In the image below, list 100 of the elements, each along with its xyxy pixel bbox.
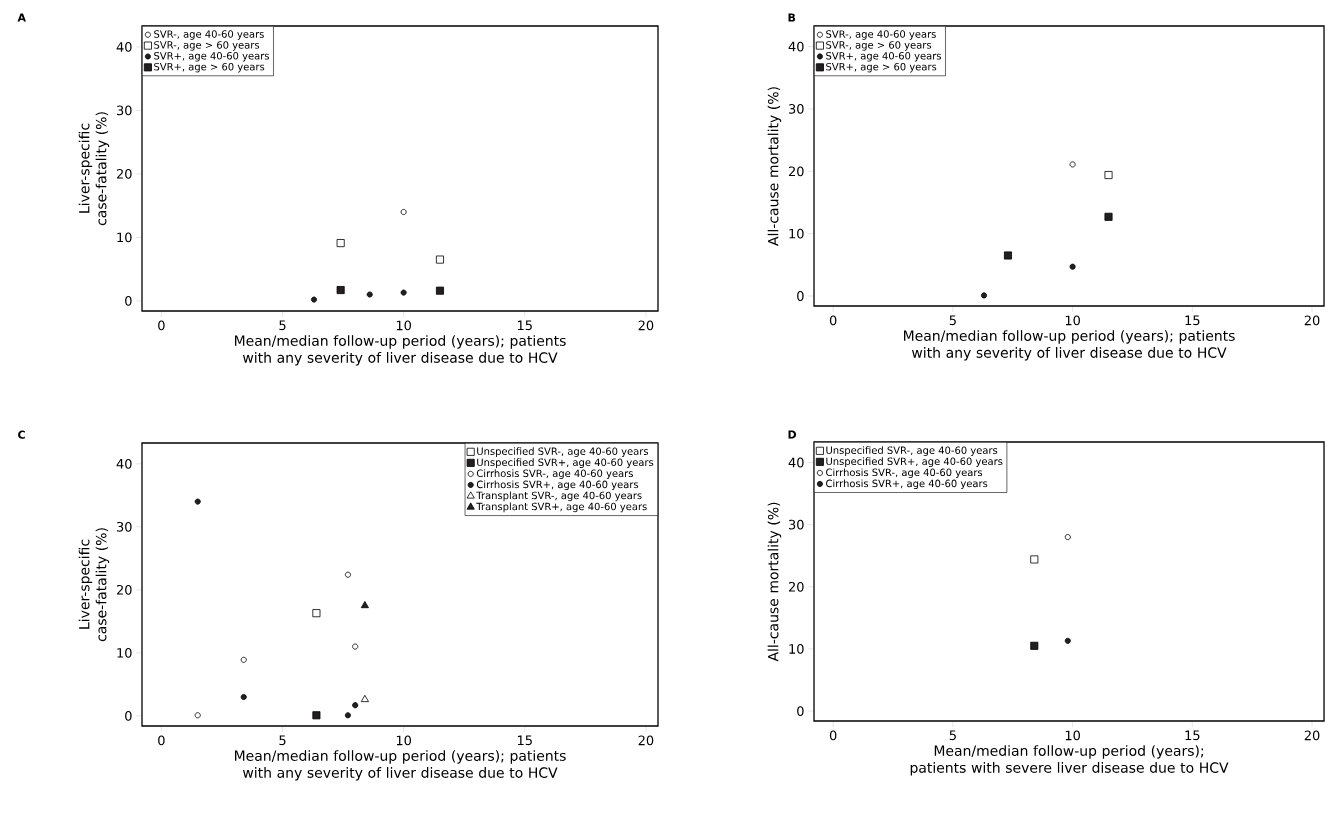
legend-label: Unspecified SVR-, age 40-60 years	[477, 447, 649, 457]
legend-label: SVR-, age 40-60 years	[826, 30, 936, 40]
point	[366, 291, 373, 298]
x-tick-label: 0	[158, 320, 165, 331]
x-tick-label: 15	[517, 735, 532, 746]
point	[352, 702, 359, 709]
legend-label: SVR+, age > 60 years	[826, 62, 937, 73]
x-tick-label: 20	[1304, 730, 1320, 741]
y-tick-label: 0	[125, 711, 132, 721]
point	[194, 712, 201, 719]
point	[435, 255, 444, 264]
y-tick-label: 40	[116, 458, 132, 469]
point	[312, 711, 321, 720]
legend-label: Transplant SVR-, age 40-60 years	[476, 491, 642, 502]
legend-label: Unspecified SVR-, age 40-60 years	[826, 446, 998, 456]
x-tick-label: 15	[1185, 730, 1200, 741]
text: D	[788, 430, 797, 439]
x-tick-label: 20	[638, 320, 654, 331]
point	[1030, 555, 1039, 564]
point	[311, 296, 317, 303]
legend-label: Cirrhosis SVR+, age 40-60 years	[476, 480, 639, 491]
legend-label: Unspecified SVR+, age 40-60 years	[477, 458, 654, 468]
x-tick-label: 5	[279, 735, 286, 746]
point	[336, 286, 345, 295]
x-tick-label: 10	[396, 735, 412, 746]
x-axis-title: Mean/median follow-up period (years); patients with any severity of liver disease due to HCV	[235, 335, 566, 366]
legend-label: Cirrhosis SVR+, age 40-60 years	[826, 479, 988, 490]
x-tick-label: 20	[638, 735, 654, 746]
y-tick-label: 10	[789, 228, 804, 239]
x-axis-title: Mean/median follow-up period (years); patients with any severity of liver disease due to HCV	[235, 750, 566, 781]
x-tick-label: 5	[279, 320, 286, 331]
x-tick-label: 20	[1304, 315, 1320, 326]
y-tick-label: 0	[797, 291, 804, 301]
point	[1030, 641, 1039, 650]
point	[360, 601, 369, 609]
x-tick-label: 15	[517, 320, 532, 331]
legend-label: SVR+, age 40-60 years	[826, 52, 942, 62]
y-tick-label: 10	[117, 647, 132, 658]
y-tick-label: 30	[116, 105, 132, 116]
y-tick-label: 20	[116, 584, 132, 595]
y-tick-label: 20	[116, 168, 132, 179]
x-tick-label: 10	[1065, 730, 1080, 741]
point	[981, 292, 988, 299]
y-tick-label: 30	[788, 104, 804, 114]
point	[240, 694, 247, 701]
legend-label: SVR-, age > 60 years	[154, 41, 260, 51]
text: A	[17, 13, 26, 22]
text: B	[788, 13, 796, 22]
x-axis-title: Mean/median follow-up period (years); patients with any severity of liver disease due to HCV	[904, 330, 1235, 361]
x-tick-label: 10	[396, 320, 412, 331]
x-tick-label: 5	[949, 730, 956, 741]
y-tick-label: 40	[788, 41, 804, 52]
legend-label: SVR-, age 40-60 years	[154, 30, 264, 40]
y-axis-title: All-cause mortality (%)	[767, 502, 782, 662]
point	[1069, 263, 1076, 270]
legend-label: Cirrhosis SVR-, age 40-60 years	[826, 468, 983, 479]
legend-label: Unspecified SVR+, age 40-60 years	[826, 457, 1003, 467]
y-tick-label: 30	[116, 521, 132, 532]
y-tick-label: 10	[117, 232, 132, 243]
x-tick-label: 10	[1065, 315, 1080, 326]
y-tick-label: 0	[797, 706, 804, 716]
x-tick-label: 5	[949, 315, 956, 326]
point	[240, 656, 247, 663]
point	[194, 498, 201, 505]
point	[400, 289, 407, 296]
point	[435, 286, 444, 295]
text: C	[18, 430, 25, 439]
x-axis-title: Mean/median follow-up period (years); patients with severe liver disease due to HCV	[910, 745, 1229, 776]
point	[1064, 637, 1071, 644]
y-tick-label: 40	[788, 457, 804, 468]
y-tick-label: 30	[788, 519, 804, 530]
y-tick-label: 40	[116, 42, 132, 52]
legend-label: SVR-, age > 60 years	[826, 41, 932, 51]
y-tick-label: 10	[789, 644, 804, 654]
point	[1069, 161, 1076, 168]
legend-label: SVR+, age 40-60 years	[154, 52, 269, 62]
y-axis-title: All-cause mortality (%)	[767, 87, 782, 246]
y-tick-label: 20	[788, 166, 804, 177]
point	[1003, 251, 1012, 260]
point	[360, 694, 369, 703]
legend-label: SVR+, age > 60 years	[154, 62, 265, 73]
point	[400, 208, 407, 215]
x-tick-label: 15	[1185, 315, 1200, 326]
y-tick-label: 0	[125, 295, 132, 306]
y-axis-title: Liver-specific case-fatality (%)	[78, 528, 110, 642]
point	[1104, 212, 1113, 221]
x-tick-label: 0	[829, 730, 837, 741]
y-axis-title: Liver-specific case-fatality (%)	[78, 112, 110, 226]
point	[336, 239, 345, 248]
x-tick-label: 0	[829, 315, 837, 326]
point	[352, 643, 359, 650]
point	[312, 609, 321, 618]
point	[344, 571, 351, 578]
point	[344, 712, 351, 719]
y-tick-label: 20	[788, 581, 804, 592]
point	[1104, 171, 1113, 180]
legend-label: Cirrhosis SVR-, age 40-60 years	[476, 469, 633, 480]
x-tick-label: 0	[158, 735, 165, 746]
legend-label: Transplant SVR+, age 40-60 years	[476, 502, 647, 513]
point	[1064, 534, 1071, 541]
